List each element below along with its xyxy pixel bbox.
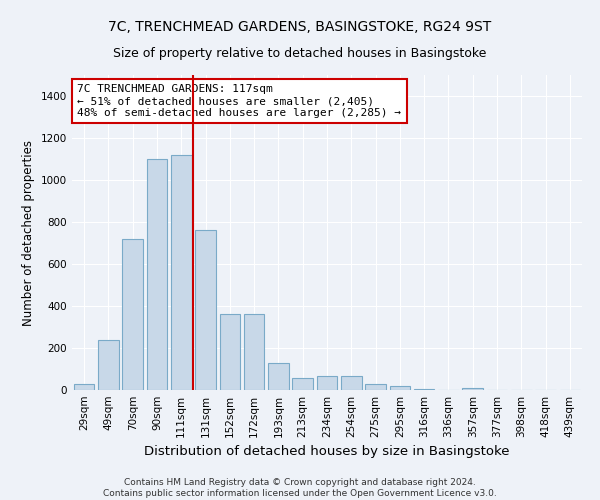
Text: 7C TRENCHMEAD GARDENS: 117sqm
← 51% of detached houses are smaller (2,405)
48% o: 7C TRENCHMEAD GARDENS: 117sqm ← 51% of d… bbox=[77, 84, 401, 117]
Text: Size of property relative to detached houses in Basingstoke: Size of property relative to detached ho… bbox=[113, 48, 487, 60]
Y-axis label: Number of detached properties: Number of detached properties bbox=[22, 140, 35, 326]
Bar bbox=[146, 159, 167, 390]
Bar bbox=[195, 230, 216, 390]
Bar bbox=[171, 155, 191, 390]
Bar bbox=[244, 314, 265, 390]
Bar bbox=[98, 340, 119, 390]
Bar bbox=[389, 386, 410, 390]
Bar bbox=[122, 239, 143, 390]
Bar bbox=[292, 378, 313, 390]
Text: 7C, TRENCHMEAD GARDENS, BASINGSTOKE, RG24 9ST: 7C, TRENCHMEAD GARDENS, BASINGSTOKE, RG2… bbox=[109, 20, 491, 34]
Bar bbox=[268, 362, 289, 390]
X-axis label: Distribution of detached houses by size in Basingstoke: Distribution of detached houses by size … bbox=[144, 446, 510, 458]
Bar bbox=[341, 376, 362, 390]
Bar bbox=[74, 384, 94, 390]
Bar bbox=[414, 389, 434, 390]
Bar bbox=[463, 388, 483, 390]
Text: Contains HM Land Registry data © Crown copyright and database right 2024.
Contai: Contains HM Land Registry data © Crown c… bbox=[103, 478, 497, 498]
Bar bbox=[220, 314, 240, 390]
Bar bbox=[365, 384, 386, 390]
Bar bbox=[317, 376, 337, 390]
